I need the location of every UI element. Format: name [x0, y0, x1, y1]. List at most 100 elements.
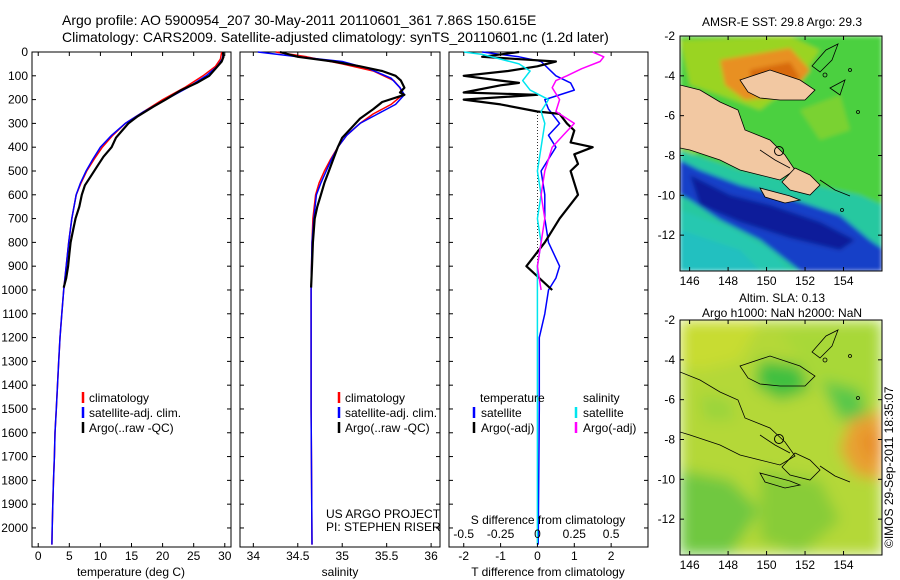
- map-x-tick-label: 150: [757, 558, 777, 572]
- depth-tick-label: 300: [8, 116, 28, 130]
- s-diff-tick-label: -0.5: [453, 527, 474, 541]
- sst-map: AMSR-E SST: 29.8 Argo: 29.3: [658, 15, 883, 288]
- map-y-tick-label: -2: [664, 313, 675, 327]
- legend-climatology: climatology: [89, 391, 149, 405]
- depth-tick-label: 800: [8, 235, 28, 249]
- x-tick-label: 34: [247, 549, 261, 563]
- sla-map: Altim. SLA: 0.13 Argo h1000: NaN h2000: …: [658, 291, 883, 572]
- depth-tick-label: 900: [8, 259, 28, 273]
- temperature-legend: climatology satellite-adj. clim. Argo(..…: [81, 391, 181, 435]
- map-x-tick-label: 148: [718, 558, 738, 572]
- map-y-tick-label: -12: [658, 228, 676, 242]
- map-x-tick-label: 154: [834, 558, 854, 572]
- x-tick-label: 2: [608, 549, 615, 563]
- depth-tick-label: 1900: [1, 497, 28, 511]
- series-line: [275, 51, 404, 545]
- series-line: [279, 50, 406, 288]
- depth-tick-label: 1100: [2, 307, 28, 321]
- sla-map-frame: [679, 319, 883, 556]
- sst-map-title: AMSR-E SST: 29.8 Argo: 29.3: [702, 15, 862, 29]
- map-y-tick-label: -6: [664, 393, 675, 407]
- temperature-panel-frame: [31, 51, 232, 548]
- s-diff-tick-label: 0.25: [563, 527, 587, 541]
- map-x-tick-label: 152: [795, 274, 815, 288]
- legend-diff-temp-argo: Argo(-adj): [481, 421, 534, 435]
- x-tick-label: 20: [156, 549, 170, 563]
- series-line: [62, 51, 225, 288]
- sst-map-frame: [679, 35, 883, 272]
- map-y-tick-label: -12: [658, 512, 676, 526]
- depth-tick-label: 1200: [1, 331, 28, 345]
- header-title-line2: Climatology: CARS2009. Satellite-adjuste…: [62, 29, 609, 45]
- map-x-tick-label: 146: [680, 274, 700, 288]
- sla-map-title-line1: Altim. SLA: 0.13: [739, 291, 825, 305]
- depth-tick-label: 0: [21, 45, 28, 59]
- s-diff-tick-label: -0.25: [487, 527, 515, 541]
- depth-axis: 0 100 200 300 400 500 600 700 800 900 1000 1100 1200…: [1, 45, 648, 535]
- x-tick-label: 36: [424, 549, 438, 563]
- map-x-tick-label: 152: [795, 558, 815, 572]
- x-tick-label: 30: [218, 549, 232, 563]
- s-difference-label: S difference from climatology: [471, 513, 626, 527]
- sla-field: [680, 320, 882, 555]
- map-x-tick-label: 150: [757, 274, 777, 288]
- x-tick-label: 5: [66, 549, 73, 563]
- depth-tick-label: 1300: [1, 354, 28, 368]
- credit-line1: US ARGO PROJECT: [326, 507, 441, 521]
- temperature-xlabel: temperature (deg C): [77, 565, 185, 579]
- sst-land: [680, 69, 821, 204]
- legend-argo-2: Argo(..raw -QC): [345, 421, 430, 435]
- map-y-tick-label: -2: [664, 29, 675, 43]
- x-tick-label: 0: [35, 549, 42, 563]
- legend-diff-salinity: salinity: [583, 391, 620, 405]
- s-diff-tick-label: 0: [534, 527, 541, 541]
- salinity-legend: climatology satellite-adj. clim. Argo(..…: [337, 391, 437, 435]
- legend-diff-temperature: temperature: [480, 391, 545, 405]
- series-line: [536, 51, 605, 291]
- legend-satellite: satellite-adj. clim.: [89, 406, 181, 420]
- series-line: [462, 50, 594, 291]
- map-y-tick-label: -10: [658, 472, 676, 486]
- imos-watermark: ©IMOS 29-Sep-2011 18:35:07: [882, 386, 896, 548]
- depth-tick-label: 400: [8, 140, 28, 154]
- salinity-panel-frame: [239, 51, 441, 548]
- x-tick-label: 34.5: [286, 549, 310, 563]
- depth-tick-label: 1600: [1, 426, 28, 440]
- sst-argo-marker: [774, 146, 784, 156]
- salinity-panel: 34 34.5 35 35.5 36 salinity climatology sate…: [239, 50, 441, 579]
- map-y-tick-label: -8: [664, 148, 675, 162]
- depth-tick-label: 2000: [1, 521, 28, 535]
- depth-tick-label: 200: [8, 93, 28, 107]
- legend-argo: Argo(..raw -QC): [89, 421, 174, 435]
- depth-tick-label: 1800: [1, 473, 28, 487]
- difference-panel-frame: [448, 51, 649, 548]
- map-y-tick-label: -8: [664, 432, 675, 446]
- x-tick-label: 35: [336, 549, 350, 563]
- x-tick-label: 25: [187, 549, 201, 563]
- depth-tick-label: 500: [8, 164, 28, 178]
- header-title-line1: Argo profile: AO 5900954_207 30-May-2011…: [62, 12, 536, 28]
- legend-diff-sal-argo: Argo(-adj): [583, 421, 636, 435]
- temperature-panel: 0 5 10 15 20 25 30 temperature (deg C) climato…: [31, 51, 232, 579]
- map-x-tick-label: 148: [718, 274, 738, 288]
- x-tick-label: -2: [458, 549, 469, 563]
- map-y-tick-label: -6: [664, 109, 675, 123]
- map-y-tick-label: -4: [664, 353, 675, 367]
- depth-tick-label: 1500: [1, 402, 28, 416]
- t-difference-label: T difference from climatology: [471, 565, 625, 579]
- sla-argo-marker: [774, 434, 784, 444]
- s-diff-tick-label: 0.5: [603, 527, 620, 541]
- x-tick-label: 15: [125, 549, 139, 563]
- credit-line2: PI: STEPHEN RISER: [326, 520, 441, 534]
- map-y-tick-label: -4: [664, 69, 675, 83]
- depth-tick-label: 600: [8, 188, 28, 202]
- series-line: [51, 51, 223, 545]
- difference-panel: -2 -1 0 1 2 -0.5 -0.25 0 0.25 0.5 S difference f…: [448, 50, 649, 579]
- map-x-tick-label: 146: [680, 558, 700, 572]
- legend-satellite-2: satellite-adj. clim.: [345, 406, 437, 420]
- x-tick-label: -1: [495, 549, 506, 563]
- legend-diff-sal-sat: satellite: [583, 406, 624, 420]
- legend-diff-temp-sat: satellite: [481, 406, 522, 420]
- salinity-xlabel: salinity: [322, 565, 359, 579]
